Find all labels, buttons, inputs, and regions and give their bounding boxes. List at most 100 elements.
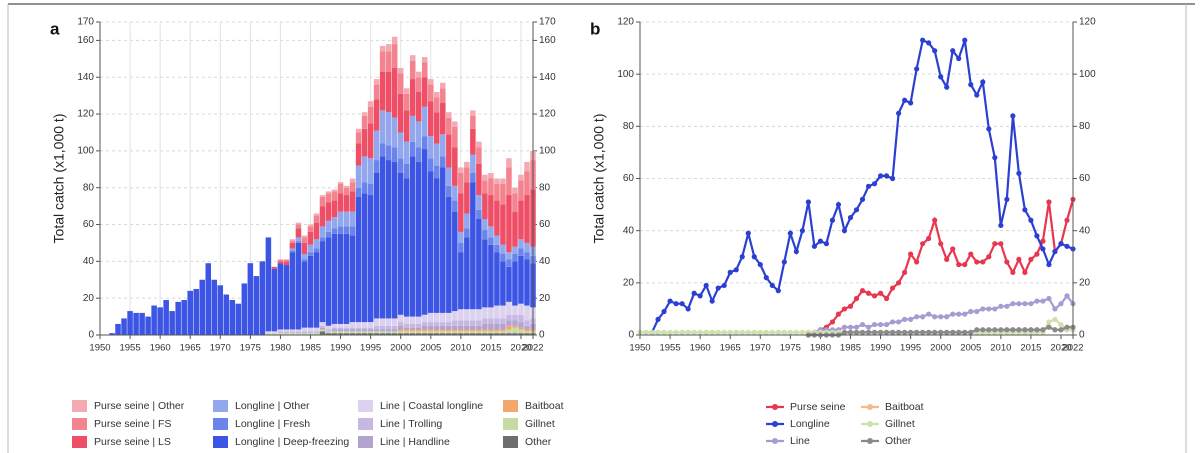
legend-label: Line | Trolling [380,418,442,430]
bar-segment [464,182,470,214]
bar-segment [506,329,512,334]
bar-segment [427,322,434,326]
bar-segment [500,329,506,332]
bar-segment [494,244,500,253]
bar-segment [524,161,530,172]
point [956,329,962,335]
bar-segment [397,68,404,74]
bar-segment [253,276,260,335]
point [998,327,1004,333]
point [908,251,914,257]
point [889,285,896,291]
bar-segment [421,106,428,137]
bar-segment [193,288,199,335]
bar-segment [325,329,332,332]
x-tick-label: 2015 [480,343,501,354]
bar-segment [127,311,133,335]
y-tick-label: 100 [617,69,634,80]
point [1040,298,1046,304]
bar-segment [235,303,242,335]
bar-segment [355,333,362,335]
point [902,269,908,275]
bar-segment [385,145,392,161]
y-tick-label: 40 [623,225,635,236]
bar-segment [434,312,440,323]
legend-label: Baitboat [525,400,564,412]
point [715,285,721,291]
legend-label: Longline | Deep-freezing [235,436,349,448]
legend-label: Other [885,435,912,447]
bar-segment [379,110,386,144]
y2-tick-label: 80 [1079,121,1091,132]
point [1034,298,1040,304]
bar-segment [482,333,488,335]
bar-segment [379,329,386,332]
bar-segment [421,149,428,315]
point [998,222,1004,229]
bar-segment [434,329,440,332]
point [1046,199,1052,205]
legend-label: Gillnet [885,418,915,430]
bar-segment [458,242,464,253]
point [667,298,673,304]
bar-segment [343,211,350,227]
y2-tick-label: 60 [539,219,551,230]
point [883,173,890,179]
point [974,92,980,98]
bar-segment [349,322,356,328]
point [950,48,956,54]
point [889,319,896,325]
bar-segment [313,213,320,216]
bar-segment [301,259,308,262]
bar-segment [355,132,362,144]
bar-segment [440,325,446,330]
y2-tick-label: 170 [539,17,556,28]
bar-segment [391,36,398,45]
bar-segment [415,121,422,148]
bar-segment [452,311,458,321]
bar-segment [301,237,308,243]
point [1034,251,1040,257]
bar-segment [241,283,248,335]
point [1058,241,1064,247]
point [733,329,739,335]
bar-segment [313,331,320,334]
bar-segment [470,154,476,173]
bar-segment [379,333,386,335]
bar-segment [500,184,506,205]
point [986,126,992,132]
point [1004,196,1010,202]
bar-segment [373,325,380,330]
legend-label: Purse seine | FS [94,418,171,430]
bar-segment [355,196,362,323]
y2-tick-label: 140 [539,72,556,83]
bar-segment [512,305,518,315]
bar-segment [518,200,524,240]
bar-segment [319,329,326,332]
bar-segment [349,178,356,183]
point [865,324,872,330]
point [679,329,685,335]
bar-segment [446,322,452,326]
bar-segment [476,195,482,210]
bar-segment [349,333,356,335]
point [1046,261,1052,268]
legend-marker [867,404,873,410]
bar-segment [409,55,416,61]
bar-segment [506,195,512,253]
point [889,175,896,182]
bar-segment [409,333,416,335]
bar-segment [452,331,458,334]
point [715,329,721,335]
y2-tick-label: 60 [1079,173,1091,184]
point [775,288,781,294]
x-tick-label: 1980 [270,343,291,354]
bar-segment [391,117,398,148]
legend-swatch [213,436,228,448]
bar-segment [337,333,344,335]
bar-segment [415,91,422,122]
y2-tick-label: 120 [539,109,556,120]
bar-segment [427,331,434,334]
point [908,316,914,322]
